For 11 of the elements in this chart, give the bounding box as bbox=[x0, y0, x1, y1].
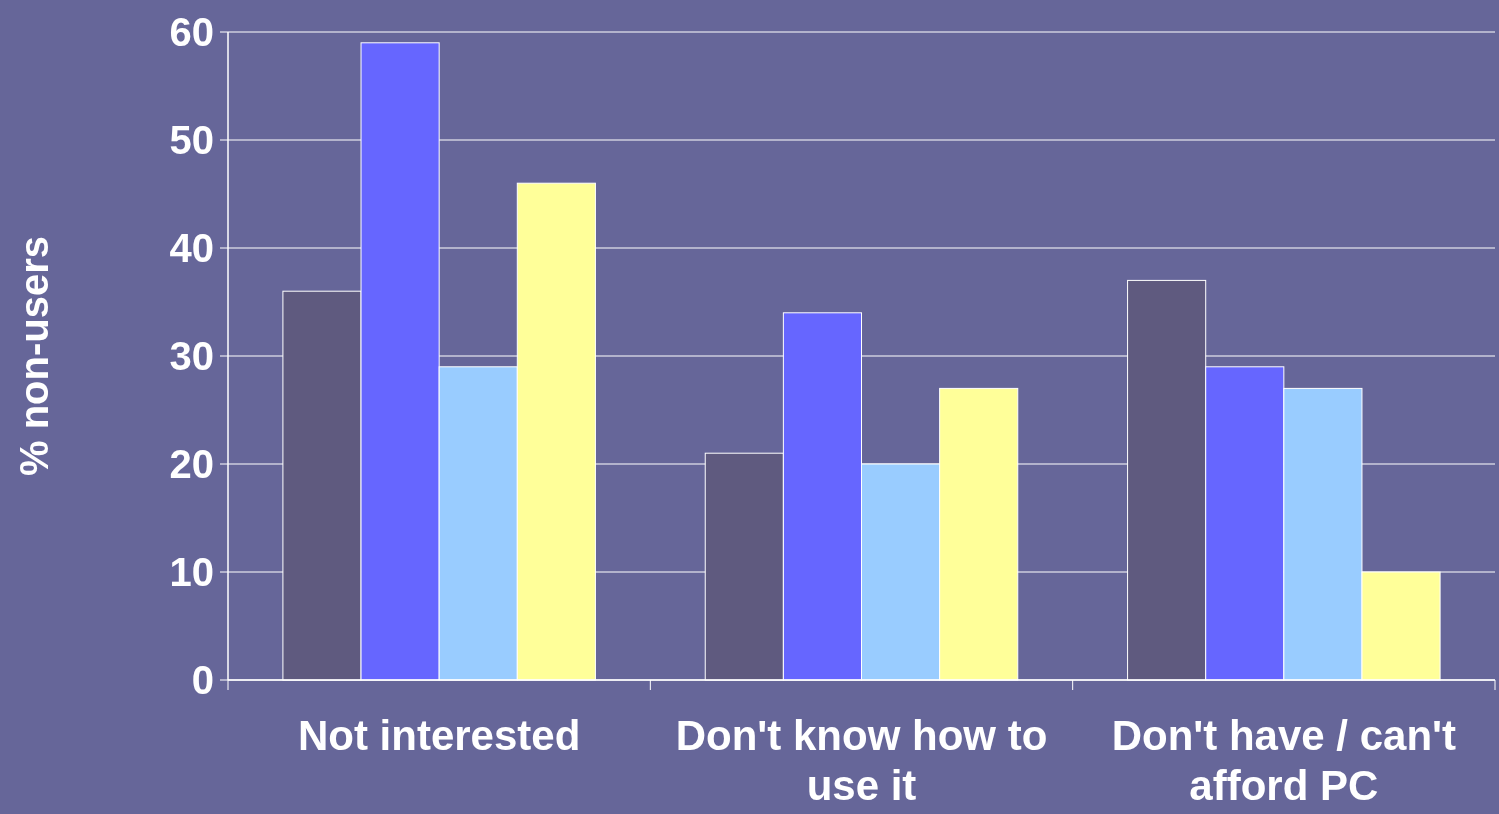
x-tick-label: Don't have / can't afford PC bbox=[1111, 712, 1457, 809]
y-tick-label: 10 bbox=[169, 550, 214, 594]
y-tick-label: 40 bbox=[169, 226, 214, 270]
y-axis-title: % non-users bbox=[12, 235, 56, 477]
x-tick-label: Don't know how to use it bbox=[675, 712, 1048, 809]
y-tick-label: 60 bbox=[169, 10, 214, 54]
y-tick-label: 0 bbox=[191, 658, 214, 702]
y-tick-label: 30 bbox=[169, 334, 214, 378]
x-tick-label: Not interested bbox=[297, 712, 581, 759]
y-tick-label: 50 bbox=[169, 118, 214, 162]
y-tick-label: 20 bbox=[169, 442, 214, 486]
